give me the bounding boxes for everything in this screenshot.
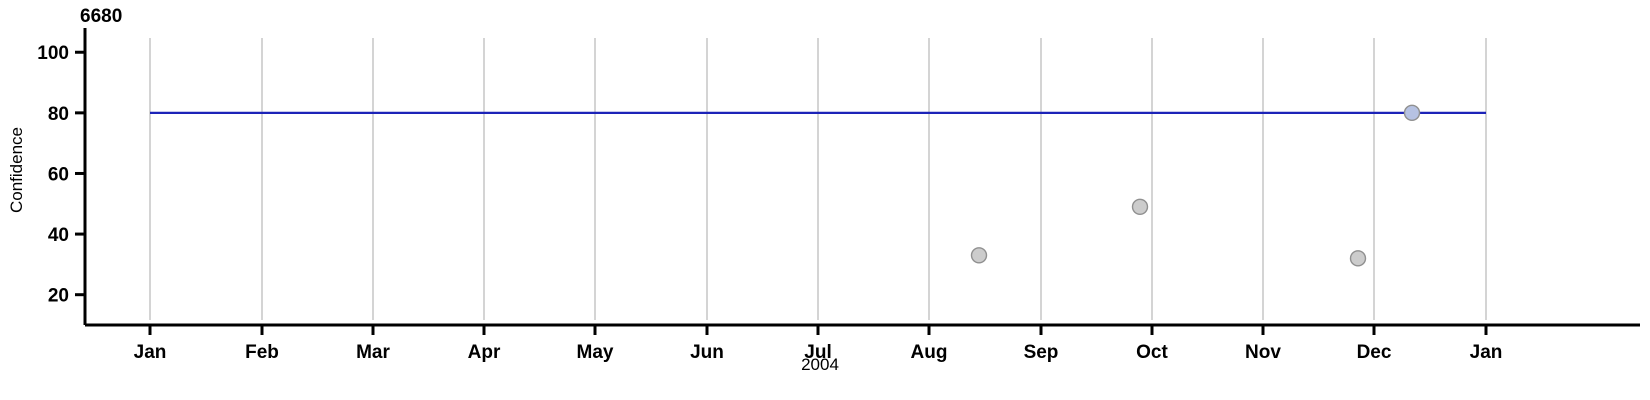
y-tick-label-100: 100 <box>37 43 69 64</box>
y-tick-label-60: 60 <box>48 164 69 185</box>
y-axis-title-label: Confidence <box>7 127 26 213</box>
x-tick-label-jul-6: Jul <box>804 342 831 363</box>
x-tick-label-jun-5: Jun <box>690 342 724 363</box>
y-tick-label-20: 20 <box>48 286 69 307</box>
x-tick-label-dec-11: Dec <box>1357 342 1392 363</box>
gridlines <box>149 38 1487 320</box>
x-tick-label-nov-10: Nov <box>1245 342 1281 363</box>
data-point-0-0[interactable] <box>970 247 988 264</box>
x-tick-label-sep-8: Sep <box>1024 342 1059 363</box>
x-tick-label-jan-0: Jan <box>134 342 167 363</box>
y-axis-ticks: 20 40 60 80 100 <box>37 43 85 307</box>
y-tick-label-80: 80 <box>48 104 69 125</box>
y-tick-label-40: 40 <box>48 225 69 246</box>
x-tick-label-oct-9: Oct <box>1136 342 1168 363</box>
data-point-0-1[interactable] <box>1131 198 1149 216</box>
x-tick-label-mar-2: Mar <box>356 342 390 363</box>
data-point-0-2[interactable] <box>1349 250 1367 267</box>
x-axis-ticks: Jan Feb Mar Apr May Jun Jul Aug Sep Oct Nov Dec Jan <box>134 325 1503 363</box>
chart-title: 6680 <box>80 6 122 27</box>
x-tick-label-may-4: May <box>577 342 614 363</box>
x-axis-title-label: 2004 <box>801 355 839 374</box>
data-point-1-0[interactable] <box>1403 104 1421 122</box>
x-tick-label-feb-1: Feb <box>245 342 279 363</box>
x-tick-label-aug-7: Aug <box>911 342 948 363</box>
data-points <box>970 104 1421 267</box>
y-axis-title: Confidence <box>7 127 26 213</box>
x-tick-label-apr-3: Apr <box>468 342 501 363</box>
x-tick-label-jan-12: Jan <box>1470 342 1503 363</box>
